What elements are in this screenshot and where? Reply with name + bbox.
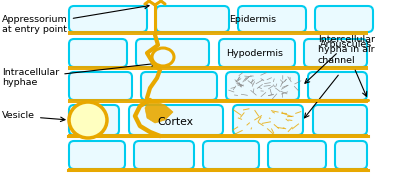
FancyBboxPatch shape bbox=[335, 141, 367, 169]
FancyBboxPatch shape bbox=[315, 6, 373, 32]
Bar bbox=[68, 66, 368, 70]
FancyBboxPatch shape bbox=[313, 105, 367, 135]
FancyBboxPatch shape bbox=[69, 105, 119, 135]
Text: Hypodermis: Hypodermis bbox=[227, 49, 283, 58]
Text: Vesicle: Vesicle bbox=[2, 111, 65, 122]
FancyBboxPatch shape bbox=[69, 141, 125, 169]
Bar bbox=[68, 168, 368, 172]
FancyBboxPatch shape bbox=[129, 105, 223, 135]
FancyBboxPatch shape bbox=[141, 72, 217, 100]
FancyBboxPatch shape bbox=[156, 6, 229, 32]
FancyBboxPatch shape bbox=[203, 141, 259, 169]
Polygon shape bbox=[145, 100, 173, 123]
FancyBboxPatch shape bbox=[308, 72, 367, 100]
FancyBboxPatch shape bbox=[136, 39, 209, 67]
Bar bbox=[68, 31, 368, 35]
FancyBboxPatch shape bbox=[268, 141, 326, 169]
Bar bbox=[68, 134, 368, 138]
FancyBboxPatch shape bbox=[69, 39, 127, 67]
Text: Arbuscules: Arbuscules bbox=[305, 40, 372, 83]
FancyBboxPatch shape bbox=[304, 39, 367, 67]
Ellipse shape bbox=[69, 102, 107, 138]
FancyBboxPatch shape bbox=[69, 6, 147, 32]
FancyBboxPatch shape bbox=[219, 39, 295, 67]
FancyBboxPatch shape bbox=[233, 105, 303, 135]
Text: Cortex: Cortex bbox=[157, 117, 193, 127]
Text: Appressorium
at entry point: Appressorium at entry point bbox=[2, 4, 149, 34]
Bar bbox=[68, 99, 368, 103]
FancyBboxPatch shape bbox=[134, 141, 194, 169]
Text: Epidermis: Epidermis bbox=[229, 15, 277, 24]
FancyBboxPatch shape bbox=[238, 6, 306, 32]
Text: Intercellular
hypha in air
channel: Intercellular hypha in air channel bbox=[318, 35, 375, 96]
Text: Intracellular
hyphae: Intracellular hyphae bbox=[2, 62, 156, 87]
FancyBboxPatch shape bbox=[69, 72, 132, 100]
FancyBboxPatch shape bbox=[226, 72, 299, 100]
